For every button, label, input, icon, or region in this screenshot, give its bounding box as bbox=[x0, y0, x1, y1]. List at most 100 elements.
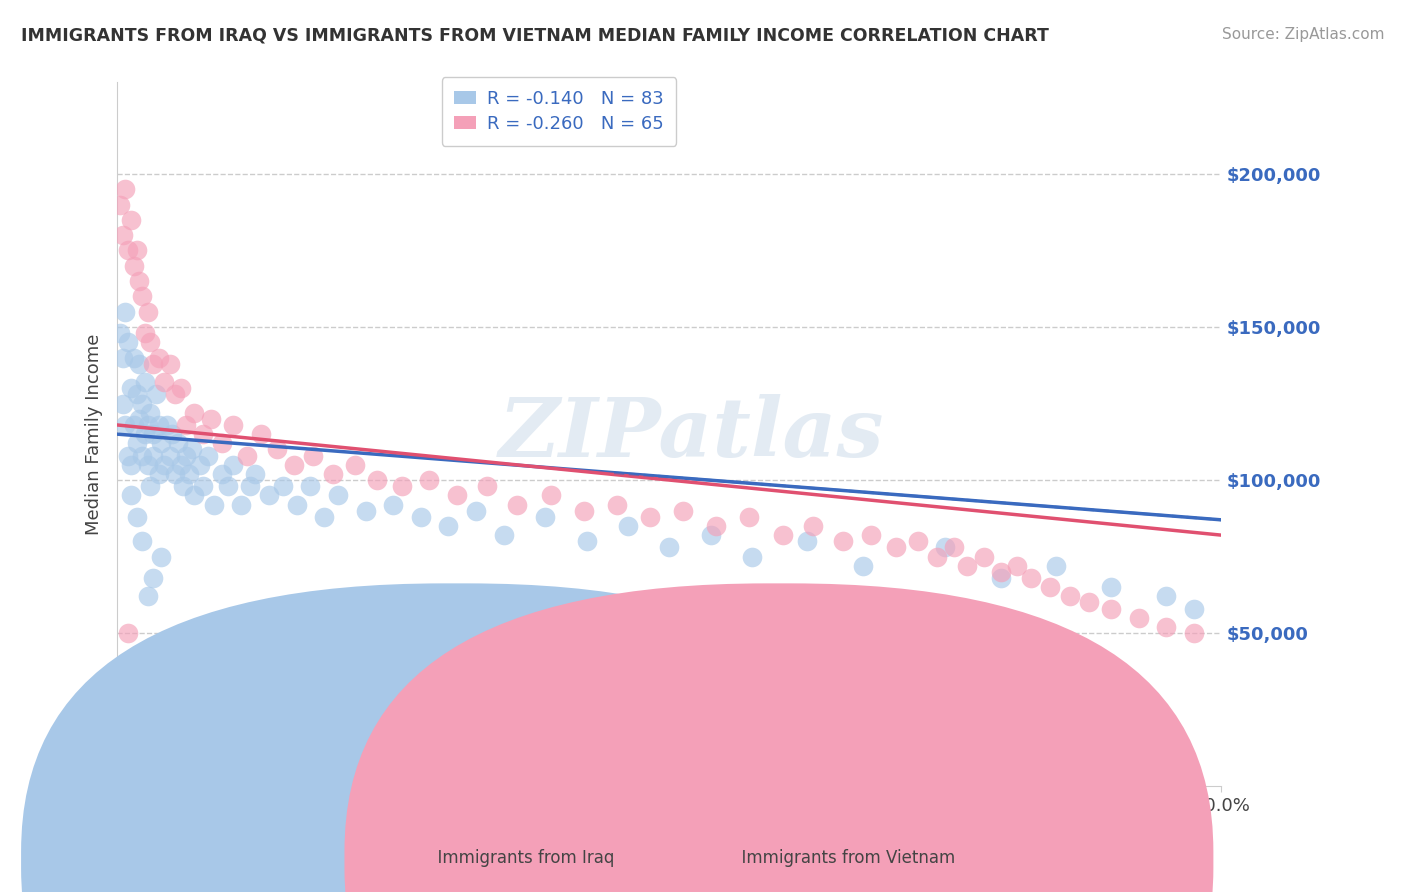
Point bbox=[125, 509, 148, 524]
Point bbox=[391, 479, 413, 493]
Point bbox=[366, 473, 388, 487]
Point bbox=[245, 467, 267, 481]
Point bbox=[534, 509, 557, 524]
Point bbox=[1059, 590, 1081, 604]
Point bbox=[1005, 558, 1028, 573]
Point bbox=[167, 436, 190, 450]
Text: ZIPatlas: ZIPatlas bbox=[499, 394, 884, 475]
Point bbox=[343, 458, 366, 472]
Point bbox=[111, 228, 134, 243]
Point bbox=[183, 406, 205, 420]
Point bbox=[117, 335, 139, 350]
Point bbox=[1154, 620, 1177, 634]
Point bbox=[183, 488, 205, 502]
Point bbox=[1078, 595, 1101, 609]
Point bbox=[202, 498, 225, 512]
Point bbox=[772, 528, 794, 542]
Point bbox=[1154, 590, 1177, 604]
Point bbox=[704, 519, 727, 533]
Point bbox=[231, 498, 253, 512]
Point bbox=[322, 467, 344, 481]
Point bbox=[111, 351, 134, 365]
Point bbox=[188, 458, 211, 472]
Point bbox=[859, 528, 882, 542]
Point bbox=[266, 442, 288, 457]
Point bbox=[128, 274, 150, 288]
Text: Immigrants from Vietnam: Immigrants from Vietnam bbox=[731, 849, 956, 867]
Point bbox=[606, 498, 628, 512]
Point bbox=[285, 498, 308, 512]
Point bbox=[139, 406, 162, 420]
Point bbox=[108, 197, 131, 211]
Point bbox=[575, 534, 598, 549]
Point bbox=[801, 519, 824, 533]
Point bbox=[236, 449, 259, 463]
Point bbox=[492, 528, 515, 542]
Point bbox=[222, 417, 245, 432]
Point bbox=[148, 467, 170, 481]
Point bbox=[446, 488, 468, 502]
Point bbox=[136, 304, 159, 318]
Point bbox=[354, 503, 377, 517]
Point bbox=[211, 467, 233, 481]
Point bbox=[131, 396, 153, 410]
Point bbox=[1039, 580, 1062, 594]
Point bbox=[1182, 601, 1205, 615]
Point bbox=[418, 473, 440, 487]
Point bbox=[271, 479, 294, 493]
Point bbox=[217, 479, 239, 493]
Text: Source: ZipAtlas.com: Source: ZipAtlas.com bbox=[1222, 27, 1385, 42]
Point bbox=[257, 488, 280, 502]
Point bbox=[170, 381, 193, 395]
Point bbox=[159, 357, 181, 371]
Point bbox=[134, 427, 156, 442]
Point bbox=[136, 458, 159, 472]
Point bbox=[672, 503, 695, 517]
Point bbox=[197, 449, 219, 463]
Point bbox=[1099, 601, 1122, 615]
Point bbox=[1045, 558, 1067, 573]
Point bbox=[506, 498, 529, 512]
Point bbox=[200, 412, 222, 426]
Point bbox=[162, 427, 184, 442]
Point bbox=[120, 213, 142, 227]
Point bbox=[249, 427, 271, 442]
Point bbox=[156, 417, 179, 432]
Point bbox=[1182, 626, 1205, 640]
Point bbox=[475, 479, 498, 493]
Point bbox=[211, 436, 233, 450]
Point bbox=[738, 509, 761, 524]
Point bbox=[122, 259, 145, 273]
Point bbox=[1099, 580, 1122, 594]
Point bbox=[134, 326, 156, 340]
Point bbox=[114, 417, 136, 432]
Point bbox=[617, 519, 640, 533]
Point bbox=[120, 488, 142, 502]
Point bbox=[170, 458, 193, 472]
Point bbox=[326, 488, 349, 502]
Point bbox=[191, 479, 214, 493]
Y-axis label: Median Family Income: Median Family Income bbox=[86, 334, 103, 535]
Legend: R = -0.140   N = 83, R = -0.260   N = 65: R = -0.140 N = 83, R = -0.260 N = 65 bbox=[441, 77, 676, 145]
Point bbox=[128, 357, 150, 371]
Point bbox=[172, 479, 194, 493]
Point bbox=[409, 509, 432, 524]
Point bbox=[796, 534, 818, 549]
Point bbox=[956, 558, 979, 573]
Point bbox=[927, 549, 949, 564]
Point bbox=[159, 449, 181, 463]
Point bbox=[382, 498, 405, 512]
Point bbox=[131, 534, 153, 549]
Point bbox=[174, 449, 197, 463]
Point bbox=[990, 571, 1012, 585]
Point bbox=[142, 427, 165, 442]
Text: Immigrants from Iraq: Immigrants from Iraq bbox=[426, 849, 614, 867]
Point bbox=[139, 335, 162, 350]
Point bbox=[131, 289, 153, 303]
Point bbox=[165, 387, 187, 401]
Point bbox=[973, 549, 995, 564]
Point bbox=[741, 549, 763, 564]
Point bbox=[117, 626, 139, 640]
Point bbox=[314, 509, 336, 524]
Point bbox=[128, 412, 150, 426]
